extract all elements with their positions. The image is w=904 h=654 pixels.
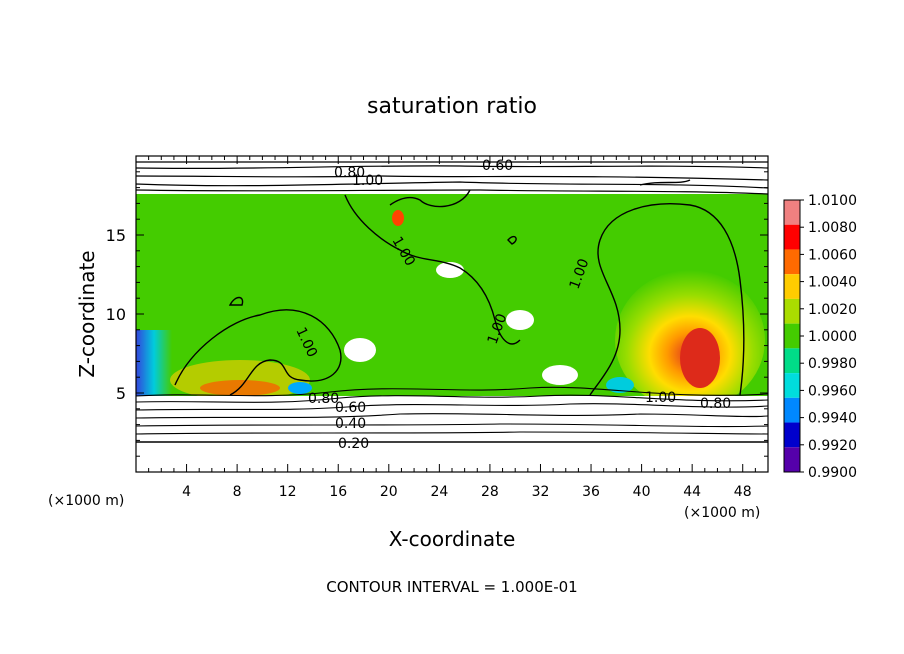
y-axis-label: Z-coordinate	[75, 250, 99, 377]
colorbar-label: 1.0040	[808, 275, 857, 291]
x-unit-label: (×1000 m)	[684, 505, 760, 521]
x-tick-label: 44	[683, 484, 701, 500]
x-axis-label: X-coordinate	[389, 527, 516, 551]
x-tick-label: 32	[532, 484, 550, 500]
contour-label: 0.60	[335, 400, 366, 416]
x-tick-label: 24	[430, 484, 448, 500]
colorbar-swatch	[784, 447, 800, 472]
contour-label: 0.80	[334, 165, 365, 181]
colorbar-swatch	[784, 422, 800, 448]
chart-title: saturation ratio	[367, 94, 537, 119]
x-tick-label: 48	[734, 484, 752, 500]
x-tick-label: 28	[481, 484, 499, 500]
x-tick-label: 16	[329, 484, 347, 500]
x-axis: 4 8 12 16 20 24 28 32 36 40 44 48	[148, 156, 756, 500]
y-tick-label: 5	[116, 384, 126, 403]
contour-label: 0.80	[308, 391, 339, 407]
contour-label: 0.80	[700, 396, 731, 412]
contour-label: 1.00	[645, 390, 676, 406]
colorbar-swatch	[784, 200, 800, 225]
y-tick-label: 10	[106, 305, 126, 324]
z-unit-label: (×1000 m)	[48, 493, 124, 509]
upper-contours	[135, 161, 769, 195]
y-axis: 5 10 15	[106, 171, 768, 457]
colorbar-label: 0.9960	[808, 383, 857, 399]
contour-label: 0.40	[335, 416, 366, 432]
colorbar: 1.0100 1.0080 1.0060 1.0040 1.0020 1.0000 0.99…	[783, 193, 857, 481]
unity-contours	[174, 179, 745, 396]
x-tick-label: 8	[233, 484, 242, 500]
colorbar-label: 0.9920	[808, 438, 857, 454]
x-tick-label: 20	[380, 484, 398, 500]
colorbar-label: 1.0100	[808, 193, 857, 209]
contour-label: 0.60	[482, 158, 513, 174]
colorbar-label: 0.9980	[808, 356, 857, 372]
colorbar-label: 0.9900	[808, 465, 857, 481]
colorbar-label: 1.0060	[808, 247, 857, 263]
colorbar-label: 1.0000	[808, 329, 857, 345]
colorbar-swatch	[784, 348, 800, 374]
x-tick-label: 4	[182, 484, 191, 500]
colorbar-swatch	[784, 274, 800, 299]
contour-interval-note: CONTOUR INTERVAL = 1.000E-01	[326, 578, 577, 596]
x-tick-label: 12	[279, 484, 297, 500]
colorbar-label: 0.9940	[808, 411, 857, 427]
contour-label: 1.00	[352, 173, 383, 189]
colorbar-swatch	[784, 323, 800, 349]
colorbar-swatch	[784, 373, 800, 398]
contour-label: 0.20	[338, 436, 369, 452]
colorbar-swatch	[784, 298, 800, 324]
colorbar-swatch	[784, 397, 800, 423]
colorbar-label: 1.0080	[808, 220, 857, 236]
x-tick-label: 36	[582, 484, 600, 500]
colorbar-label: 1.0020	[808, 302, 857, 318]
lower-contours	[135, 386, 769, 472]
colorbar-swatch	[784, 224, 800, 250]
colorbar-swatch	[784, 249, 800, 275]
saturation-field	[136, 194, 768, 410]
y-tick-label: 15	[106, 226, 126, 245]
x-tick-label: 40	[633, 484, 651, 500]
